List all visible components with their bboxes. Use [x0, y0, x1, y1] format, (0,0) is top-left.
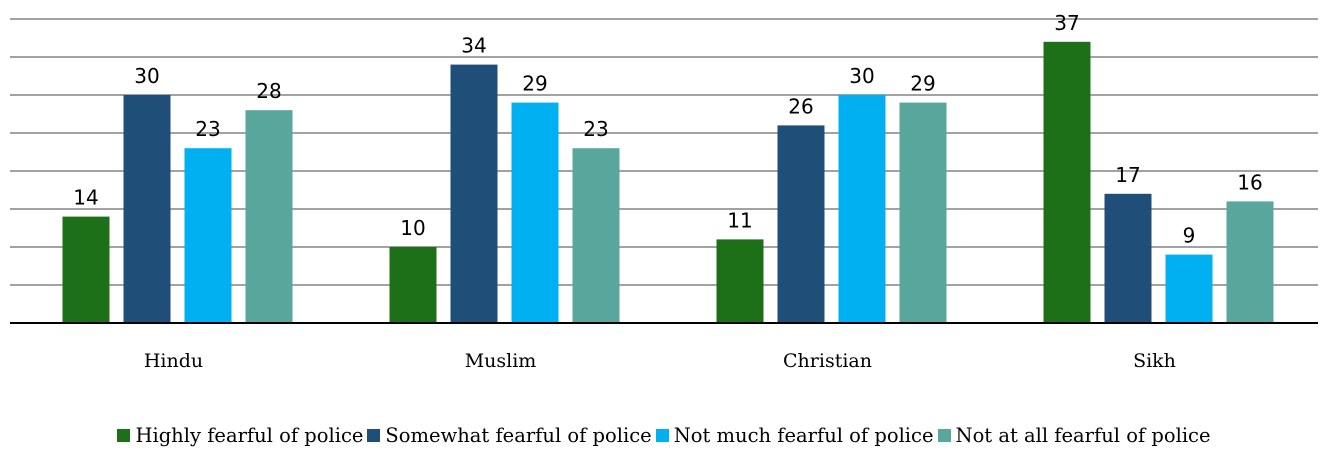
data-label: 34 — [461, 34, 486, 58]
bar — [716, 239, 764, 323]
bar — [123, 95, 171, 323]
bar — [1226, 201, 1274, 323]
bar — [245, 110, 293, 323]
legend-label: Not much fearful of police — [673, 424, 934, 447]
bar — [777, 125, 825, 324]
data-label: 30 — [134, 64, 159, 88]
bar — [62, 216, 110, 323]
category-label: Muslim — [465, 350, 537, 372]
legend-swatch — [367, 429, 381, 442]
data-label: 23 — [195, 117, 220, 141]
legend-label: Highly fearful of police — [135, 424, 364, 447]
category-label: Sikh — [1133, 350, 1176, 372]
legend: Highly fearful of police Somewhat fearful… — [0, 424, 1328, 447]
bar — [899, 102, 947, 323]
data-label: 23 — [583, 117, 608, 141]
data-label: 14 — [73, 186, 98, 210]
bar — [1165, 254, 1213, 323]
data-label: 28 — [256, 79, 281, 103]
data-label: 30 — [849, 64, 874, 88]
legend-item: Not at all fearful of police — [937, 424, 1211, 447]
legend-swatch — [937, 429, 951, 442]
data-label: 9 — [1183, 224, 1196, 248]
legend-label: Not at all fearful of police — [955, 424, 1211, 447]
legend-item: Highly fearful of police — [117, 424, 363, 447]
bar-chart: 14 30 23 28 Hindu 10 34 29 23 Muslim 11 26 30 29 Chris… — [10, 11, 1318, 372]
data-label: 29 — [910, 72, 935, 96]
category-label: Hindu — [144, 350, 203, 372]
data-label: 17 — [1115, 163, 1140, 187]
legend-label: Somewhat fearful of police — [385, 424, 652, 447]
data-label: 37 — [1054, 11, 1079, 35]
legend-item: Not much fearful of police — [655, 424, 934, 447]
data-label: 29 — [522, 72, 547, 96]
bar — [450, 64, 498, 323]
bar — [838, 95, 886, 323]
bar — [511, 102, 559, 323]
bar — [1043, 41, 1091, 324]
data-label: 16 — [1237, 170, 1262, 194]
category-label: Christian — [783, 350, 872, 372]
legend-swatch — [655, 429, 669, 442]
bar — [389, 247, 437, 323]
data-label: 26 — [788, 94, 813, 118]
bar — [1104, 193, 1152, 323]
bar — [184, 148, 232, 323]
legend-swatch — [117, 429, 131, 442]
legend-item: Somewhat fearful of police — [367, 424, 652, 447]
data-label: 11 — [727, 208, 752, 232]
bar — [572, 148, 620, 323]
data-label: 10 — [400, 216, 425, 240]
